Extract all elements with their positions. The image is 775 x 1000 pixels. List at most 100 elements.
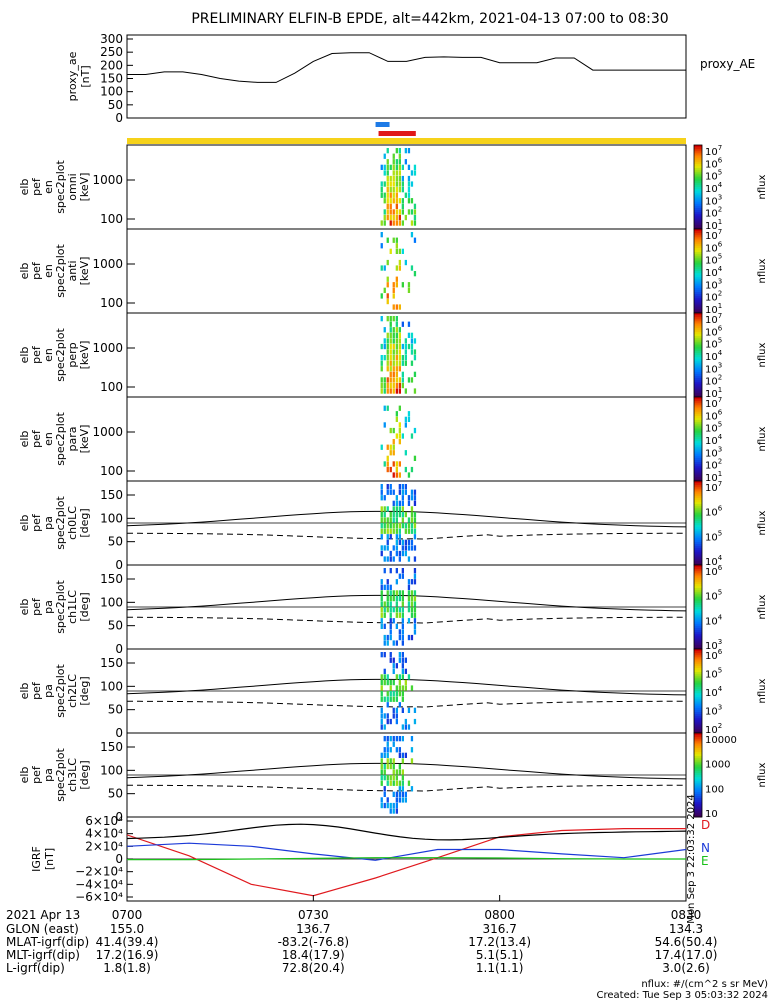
spectrogram-cell	[413, 595, 417, 602]
colorbar-segment	[694, 625, 702, 629]
panel-ytick-label: 150	[100, 656, 123, 670]
spectrogram-cell	[383, 214, 386, 221]
colorbar-segment	[694, 325, 702, 329]
colorbar-tick: 1000	[705, 760, 730, 771]
spectrogram-cell	[392, 461, 395, 467]
colorbar-segment	[694, 640, 702, 644]
spectrogram-cell	[404, 338, 407, 344]
spectrogram-cell	[401, 500, 404, 506]
colorbar-segment	[694, 766, 702, 770]
colorbar-segment	[694, 243, 702, 247]
spectrogram-cell	[404, 724, 407, 730]
spectrogram-cell	[386, 355, 389, 361]
spectrogram-cell	[407, 175, 411, 182]
spectrogram-cell	[383, 736, 386, 742]
spectrogram-cell	[386, 763, 389, 770]
colorbar-segment	[694, 747, 702, 751]
spectrogram-cell	[392, 691, 395, 697]
spectrogram-cell	[386, 691, 389, 697]
colorbar-segment	[694, 409, 702, 413]
spectrogram-cell	[389, 612, 392, 618]
spectrogram-cell	[398, 265, 401, 271]
spectrogram-cell	[410, 489, 414, 495]
spectrogram-cell	[392, 237, 395, 243]
colorbar-segment	[694, 754, 702, 757]
spectrogram-cell	[401, 691, 404, 697]
spectrogram-cell	[386, 377, 389, 383]
panel-ylabel: pa	[42, 516, 55, 530]
colorbar-exponent: 2	[718, 374, 722, 382]
spectrogram-cell	[383, 634, 386, 641]
spectrogram-cell	[401, 203, 404, 209]
igrf-ytick-label: 4×10⁴	[85, 827, 123, 841]
spectrogram-cell	[404, 214, 407, 221]
colorbar-segment	[694, 607, 702, 610]
igrf-ytick-label: 6×10⁴	[85, 814, 123, 828]
spectrogram-cell	[389, 175, 392, 182]
spectrogram-cell	[386, 461, 389, 467]
colorbar-segment	[694, 630, 702, 633]
colorbar-segment	[694, 678, 702, 681]
colorbar-segment	[694, 733, 702, 736]
colorbar-segment	[694, 781, 702, 784]
spectrogram-cell	[386, 388, 389, 394]
colorbar-segment	[694, 453, 702, 457]
spectrogram-cell	[404, 148, 407, 154]
colorbar-segment	[694, 153, 702, 156]
spectrogram-cell	[386, 332, 389, 338]
colorbar-segment	[694, 176, 702, 180]
colorbar-segment	[694, 512, 702, 516]
colorbar-exponent: 6	[718, 505, 723, 513]
panel-ylabel: en	[42, 432, 55, 446]
spectrogram-cell	[392, 316, 395, 322]
footer-cell: 17.2(13.4)	[468, 935, 531, 949]
spectrogram-cell	[395, 349, 398, 355]
spectrogram-cell	[386, 349, 389, 355]
spectrogram-cell	[386, 736, 389, 742]
spectrogram-cell	[398, 634, 401, 641]
colorbar-segment	[694, 344, 702, 348]
spectrogram-cell	[401, 573, 404, 579]
spectrogram-cell	[380, 220, 383, 226]
spectrogram-cell	[389, 484, 392, 490]
colorbar-segment	[694, 199, 702, 203]
spectrogram-cell	[386, 534, 389, 540]
colorbar-segment	[694, 613, 702, 616]
spectrogram-cell	[380, 623, 383, 629]
spectrogram-cell	[383, 153, 386, 159]
spectrogram-cell	[389, 198, 392, 204]
footer-cell: 41.4(39.4)	[96, 935, 159, 949]
colorbar-segment	[694, 665, 702, 669]
spectrogram-cell	[380, 506, 383, 512]
spectrogram-cell	[389, 802, 392, 809]
spectrogram-cell	[380, 758, 383, 764]
spectrogram-cell	[404, 797, 407, 803]
footer-cell: 72.8(20.4)	[282, 961, 345, 975]
colorbar-segment	[694, 743, 702, 747]
colorbar-segment	[694, 802, 702, 805]
spectrogram-cell	[392, 802, 395, 809]
colorbar-segment	[694, 686, 702, 690]
spectrogram-cell	[395, 461, 398, 467]
spectrogram-cell	[383, 747, 386, 753]
spectrogram-cell	[398, 343, 401, 350]
spectrogram-cell	[383, 343, 386, 350]
colorbar-segment	[694, 342, 702, 345]
panel-ylabel: spec2plot	[54, 580, 67, 634]
colorbar-segment	[694, 338, 702, 341]
spectrogram-cell	[413, 220, 417, 226]
colorbar-segment	[694, 520, 702, 524]
spectrogram-cell	[404, 752, 407, 758]
spectrogram-cell	[389, 629, 392, 635]
spectrogram-cell	[383, 713, 386, 719]
colorbar-segment	[694, 334, 702, 337]
spectrogram-cell	[380, 707, 383, 713]
colorbar-segment	[694, 770, 702, 774]
spectrogram-cell	[401, 629, 404, 635]
spectrogram-cell	[380, 652, 383, 658]
spectrogram-cell	[380, 187, 383, 193]
spectrogram-cell	[386, 517, 389, 523]
spectrogram-cell	[413, 523, 417, 529]
spectrogram-cell	[398, 153, 401, 159]
spectrogram-cell	[407, 164, 411, 170]
